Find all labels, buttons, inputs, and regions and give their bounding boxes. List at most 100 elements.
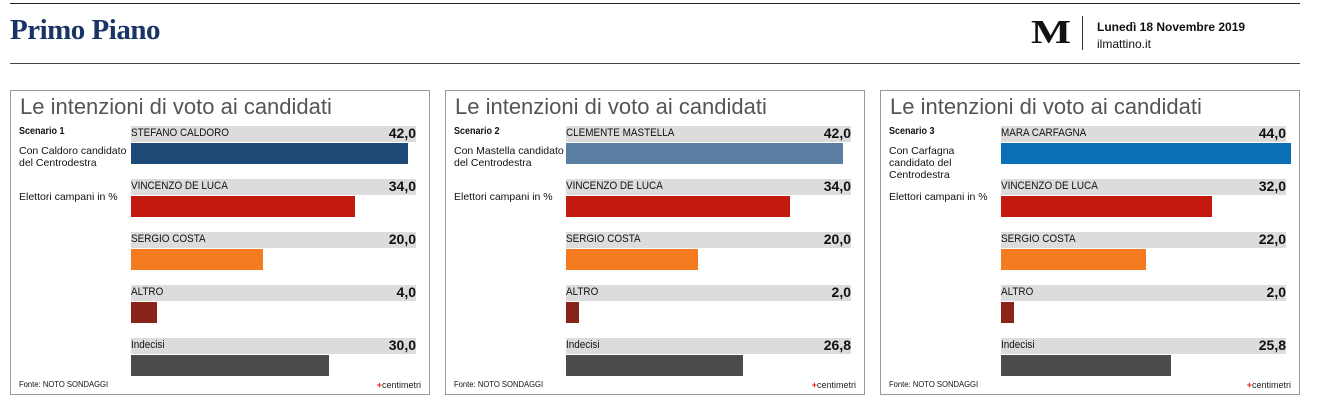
category-label: SERGIO COSTA <box>1001 233 1076 245</box>
bar-row: VINCENZO DE LUCA 34,0 <box>131 178 416 219</box>
bar <box>1001 143 1291 164</box>
site-url: ilmattino.it <box>1097 37 1152 51</box>
scenario-description: Con Mastella candidato del Centrodestra <box>454 145 564 169</box>
bar-row: ALTRO 4,0 <box>131 284 416 325</box>
category-label: ALTRO <box>131 286 164 298</box>
source-note: Fonte: NOTO SONDAGGI <box>889 379 979 389</box>
bar-row: SERGIO COSTA 20,0 <box>566 231 851 272</box>
category-label: Indecisi <box>566 339 600 351</box>
scenario-label: Scenario 2 <box>454 126 500 137</box>
bar-row: VINCENZO DE LUCA 32,0 <box>1001 178 1286 219</box>
bar <box>131 302 158 323</box>
data-label: 2,0 <box>831 284 851 300</box>
section-title: Primo Piano <box>10 14 160 46</box>
bar <box>131 249 263 270</box>
bar <box>131 196 356 217</box>
label-band <box>566 179 851 195</box>
category-label: STEFANO CALDORO <box>131 127 229 139</box>
category-label: Indecisi <box>131 339 165 351</box>
unit-label: Elettori campani in % <box>19 191 118 203</box>
chart-title: Le intenzioni di voto ai candidati <box>890 94 1202 119</box>
category-label: VINCENZO DE LUCA <box>1001 180 1098 192</box>
bar <box>566 196 791 217</box>
label-band <box>566 338 851 354</box>
label-band <box>1001 285 1286 301</box>
data-label: 44,0 <box>1258 125 1286 141</box>
bar-row: MARA CARFAGNA 44,0 <box>1001 125 1291 166</box>
label-band <box>566 285 851 301</box>
data-label: 32,0 <box>1258 178 1286 194</box>
credit-logo: +centimetri <box>811 380 856 390</box>
data-label: 25,8 <box>1258 337 1286 353</box>
label-band <box>131 126 416 142</box>
data-label: 34,0 <box>823 178 851 194</box>
issue-date: Lunedì 18 Novembre 2019 <box>1097 20 1246 34</box>
category-label: VINCENZO DE LUCA <box>566 180 663 192</box>
data-label: 4,0 <box>396 284 416 300</box>
chart-panel-2: Le intenzioni di voto ai candidati Scena… <box>445 90 865 395</box>
il-mattino-logo: M <box>1031 14 1072 51</box>
source-note: Fonte: NOTO SONDAGGI <box>19 379 109 389</box>
label-band <box>1001 232 1286 248</box>
data-label: 26,8 <box>823 337 851 353</box>
chart-panel-1: Le intenzioni di voto ai candidati Scena… <box>10 90 430 395</box>
bar-row: VINCENZO DE LUCA 34,0 <box>566 178 851 219</box>
bar <box>566 355 743 376</box>
data-label: 22,0 <box>1258 231 1286 247</box>
category-label: ALTRO <box>1001 286 1034 298</box>
scenario-label: Scenario 1 <box>19 126 65 137</box>
data-label: 20,0 <box>823 231 851 247</box>
bar <box>1001 196 1213 217</box>
data-label: 42,0 <box>823 125 851 141</box>
bar-row: ALTRO 2,0 <box>566 284 851 325</box>
bar <box>566 302 580 323</box>
label-band <box>131 232 416 248</box>
label-band <box>1001 179 1286 195</box>
chart-title: Le intenzioni di voto ai candidati <box>20 94 332 119</box>
top-rule <box>10 3 1300 4</box>
bar-row: Indecisi 25,8 <box>1001 337 1286 378</box>
bar-row: STEFANO CALDORO 42,0 <box>131 125 416 166</box>
bar <box>566 143 844 164</box>
category-label: VINCENZO DE LUCA <box>131 180 228 192</box>
category-label: SERGIO COSTA <box>131 233 206 245</box>
data-label: 42,0 <box>388 125 416 141</box>
scenario-description: Con Caldoro candidato del Centrodestra <box>19 145 127 169</box>
bar <box>1001 302 1015 323</box>
bar-row: SERGIO COSTA 22,0 <box>1001 231 1286 272</box>
category-label: Indecisi <box>1001 339 1035 351</box>
bar <box>1001 249 1147 270</box>
label-band <box>131 179 416 195</box>
category-label: ALTRO <box>566 286 599 298</box>
bar-row: CLEMENTE MASTELLA 42,0 <box>566 125 851 166</box>
bar <box>566 249 698 270</box>
chart-panel-3: Le intenzioni di voto ai candidati Scena… <box>880 90 1300 395</box>
bar <box>131 355 329 376</box>
unit-label: Elettori campani in % <box>454 191 553 203</box>
label-band <box>566 232 851 248</box>
label-band <box>1001 338 1286 354</box>
data-label: 20,0 <box>388 231 416 247</box>
label-band <box>1001 126 1286 142</box>
bar-row: Indecisi 26,8 <box>566 337 851 378</box>
label-band <box>131 338 416 354</box>
bar-row: Indecisi 30,0 <box>131 337 416 378</box>
bar-row: SERGIO COSTA 20,0 <box>131 231 416 272</box>
bar <box>131 143 409 164</box>
category-label: CLEMENTE MASTELLA <box>566 127 675 139</box>
header-rule <box>10 63 1300 64</box>
category-label: MARA CARFAGNA <box>1001 127 1087 139</box>
data-label: 34,0 <box>388 178 416 194</box>
credit-logo: +centimetri <box>376 380 421 390</box>
unit-label: Elettori campani in % <box>889 191 988 203</box>
scenario-description: Con Carfagna candidato del Centrodestra <box>889 145 955 181</box>
data-label: 2,0 <box>1266 284 1286 300</box>
credit-logo: +centimetri <box>1246 380 1291 390</box>
divider <box>1082 16 1083 50</box>
label-band <box>566 126 851 142</box>
chart-title: Le intenzioni di voto ai candidati <box>455 94 767 119</box>
scenario-label: Scenario 3 <box>889 126 935 137</box>
bar-row: ALTRO 2,0 <box>1001 284 1286 325</box>
data-label: 30,0 <box>388 337 416 353</box>
category-label: SERGIO COSTA <box>566 233 641 245</box>
